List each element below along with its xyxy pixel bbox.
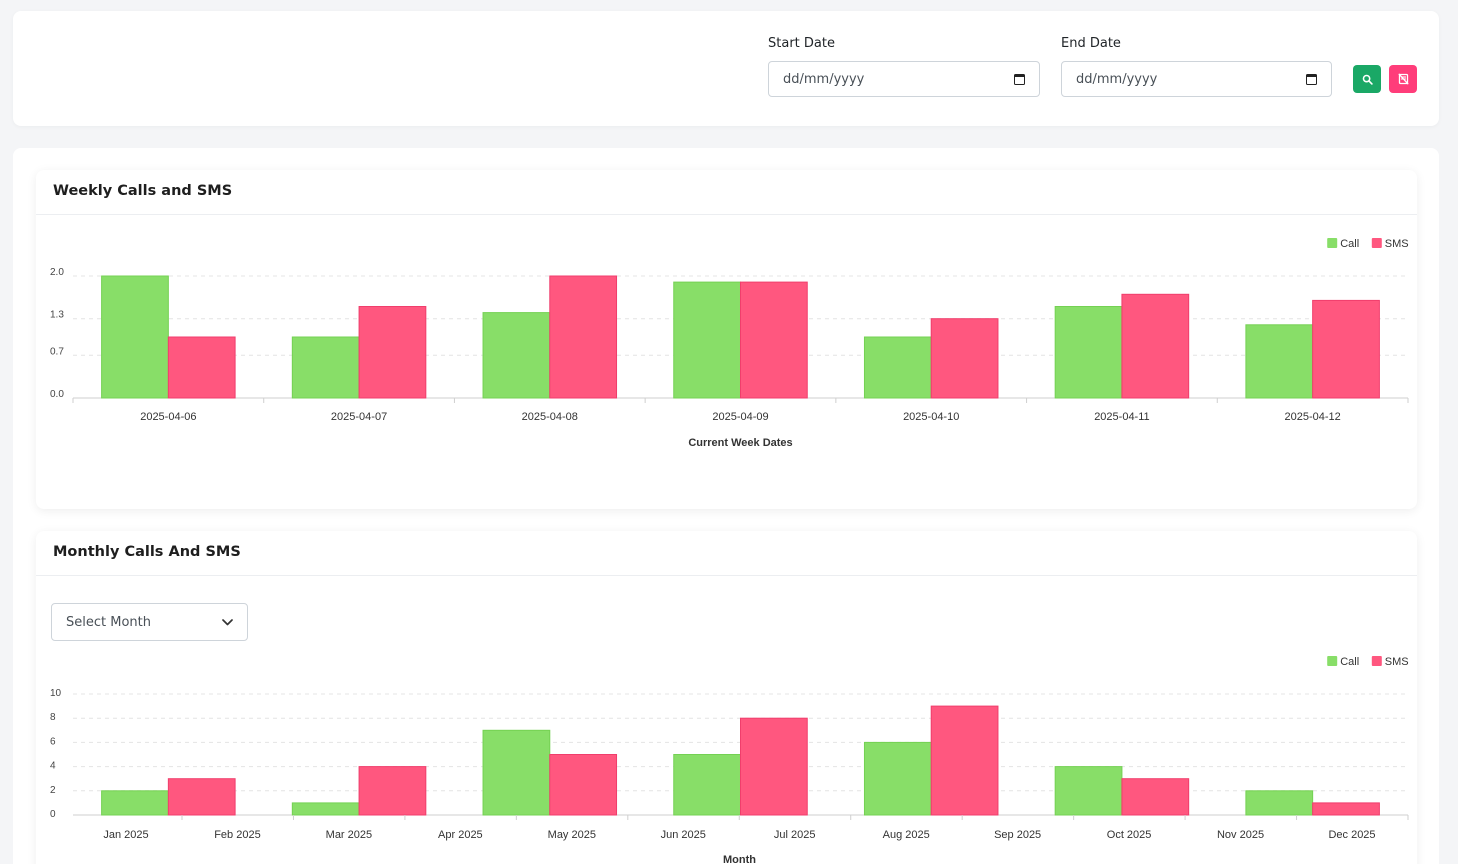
legend-label-sms: SMS	[1385, 238, 1409, 250]
monthly-bar-sms	[930, 705, 999, 816]
start-date-placeholder: dd/mm/yyyy	[783, 71, 865, 87]
legend-label-call: Call	[1340, 656, 1359, 668]
monthly-y-tick: 0	[50, 809, 56, 820]
monthly-x-tick-label: Jul 2025	[774, 829, 816, 841]
monthly-x-tick-label: Feb 2025	[214, 829, 260, 841]
month-select-value: Select Month	[66, 614, 151, 630]
calendar-icon[interactable]	[1014, 73, 1025, 85]
monthly-x-tick-label: Jan 2025	[103, 829, 148, 841]
monthly-x-tick-label: May 2025	[548, 829, 596, 841]
weekly-bar-sms	[740, 281, 808, 399]
weekly-bar-sms	[930, 318, 999, 399]
weekly-y-tick: 1.3	[50, 310, 64, 321]
monthly-y-tick: 4	[50, 761, 56, 772]
legend-swatch-sms	[1371, 656, 1382, 666]
start-date-label: Start Date	[768, 36, 835, 51]
search-icon	[1362, 74, 1373, 85]
monthly-bar-call	[863, 741, 932, 816]
weekly-x-tick-label: 2025-04-09	[712, 411, 768, 423]
monthly-bar-sms	[740, 717, 808, 816]
monthly-bar-sms	[1312, 802, 1380, 816]
weekly-bar-call	[673, 281, 741, 399]
monthly-card-divider	[36, 575, 1417, 576]
legend-swatch-call	[1327, 656, 1338, 666]
monthly-x-tick-label: Sep 2025	[994, 829, 1041, 841]
month-select[interactable]: Select Month	[51, 603, 248, 641]
monthly-bar-call	[1245, 790, 1314, 816]
weekly-x-tick-label: 2025-04-10	[903, 411, 959, 423]
weekly-x-tick-label: 2025-04-11	[1094, 411, 1149, 423]
calendar-icon[interactable]	[1306, 73, 1317, 85]
weekly-x-tick-label: 2025-04-07	[331, 411, 387, 423]
weekly-bar-call	[1245, 324, 1314, 399]
monthly-x-tick-label: Nov 2025	[1217, 829, 1264, 841]
monthly-x-tick-label: Jun 2025	[661, 829, 706, 841]
weekly-bar-sms	[1121, 293, 1190, 399]
weekly-x-tick-label: 2025-04-06	[140, 411, 196, 423]
weekly-bar-sms	[549, 275, 618, 399]
weekly-x-axis-title: Current Week Dates	[688, 437, 792, 449]
monthly-y-tick: 10	[50, 688, 62, 699]
weekly-y-tick: 2.0	[50, 267, 64, 278]
monthly-x-tick-label: Mar 2025	[326, 829, 372, 841]
monthly-x-axis-title: Month	[723, 854, 756, 864]
end-date-input[interactable]: dd/mm/yyyy	[1061, 61, 1332, 97]
monthly-x-tick-label: Dec 2025	[1328, 829, 1375, 841]
search-button[interactable]	[1353, 65, 1381, 93]
monthly-bar-call	[291, 802, 360, 816]
start-date-input[interactable]: dd/mm/yyyy	[768, 61, 1040, 97]
weekly-x-tick-label: 2025-04-08	[522, 411, 578, 423]
weekly-x-tick-label: 2025-04-12	[1285, 411, 1341, 423]
monthly-bar-call	[1054, 766, 1123, 816]
end-date-label: End Date	[1061, 36, 1121, 51]
legend-swatch-sms	[1371, 238, 1382, 248]
monthly-bar-call	[482, 729, 551, 816]
weekly-y-tick: 0.7	[50, 346, 64, 357]
monthly-y-tick: 8	[50, 712, 56, 723]
monthly-x-tick-label: Apr 2025	[438, 829, 483, 841]
monthly-bar-sms	[167, 778, 236, 816]
weekly-bar-call	[482, 312, 551, 399]
legend-label-call: Call	[1340, 238, 1359, 250]
monthly-x-tick-label: Aug 2025	[883, 829, 930, 841]
weekly-bar-sms	[358, 306, 427, 399]
weekly-bar-call	[863, 336, 932, 399]
monthly-bar-call	[101, 790, 169, 816]
weekly-card-divider	[36, 214, 1417, 215]
monthly-bar-sms	[1121, 778, 1190, 816]
weekly-bar-sms	[167, 336, 236, 399]
legend-label-sms: SMS	[1385, 656, 1409, 668]
monthly-chart-title: Monthly Calls And SMS	[53, 544, 241, 560]
weekly-chart-title: Weekly Calls and SMS	[53, 183, 233, 199]
weekly-bar-call	[1054, 306, 1123, 399]
end-date-placeholder: dd/mm/yyyy	[1076, 71, 1158, 87]
weekly-bar-call	[291, 336, 360, 399]
weekly-y-tick: 0.0	[50, 389, 64, 400]
monthly-y-tick: 6	[50, 736, 56, 747]
clear-filter-button[interactable]	[1389, 65, 1417, 93]
clear-filter-icon	[1397, 73, 1409, 85]
chevron-down-icon	[222, 618, 233, 625]
monthly-bar-sms	[549, 754, 618, 816]
monthly-y-tick: 2	[50, 785, 56, 796]
weekly-bar-sms	[1312, 299, 1380, 399]
monthly-bar-call	[673, 754, 741, 816]
monthly-bar-sms	[358, 766, 427, 816]
legend-swatch-call	[1327, 238, 1338, 248]
monthly-x-tick-label: Oct 2025	[1107, 829, 1152, 841]
